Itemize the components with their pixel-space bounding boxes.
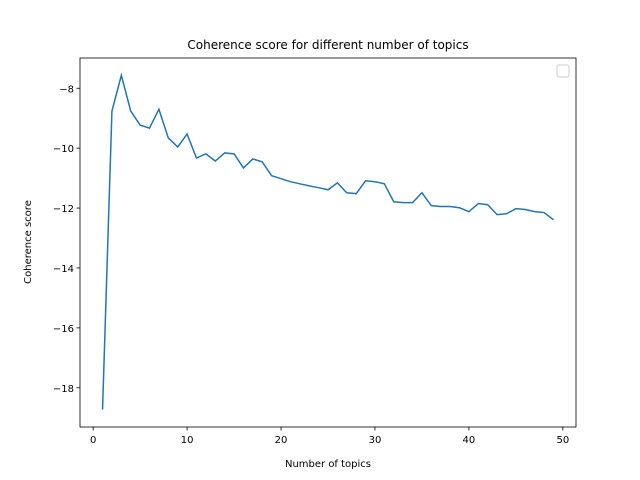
- x-tick-label: 30: [369, 435, 382, 446]
- x-axis-label: Number of topics: [285, 459, 371, 470]
- x-tick-label: 40: [463, 435, 476, 446]
- legend-box: [556, 64, 570, 78]
- y-tick-label: −8: [59, 84, 74, 95]
- y-tick-label: −10: [53, 144, 74, 155]
- plot-frame: [79, 57, 577, 428]
- y-tick-label: −14: [53, 264, 74, 275]
- y-tick-label: −18: [53, 384, 74, 395]
- x-tick-label: 50: [556, 435, 569, 446]
- x-tick-label: 0: [90, 435, 96, 446]
- y-tick-label: −16: [53, 324, 74, 335]
- x-tick-label: 20: [275, 435, 288, 446]
- x-tick-label: 10: [181, 435, 194, 446]
- data-line: [101, 72, 554, 410]
- chart-title: Coherence score for different number of …: [187, 38, 468, 52]
- y-axis-label: Coherence score: [23, 200, 34, 284]
- y-tick-label: −12: [53, 204, 74, 215]
